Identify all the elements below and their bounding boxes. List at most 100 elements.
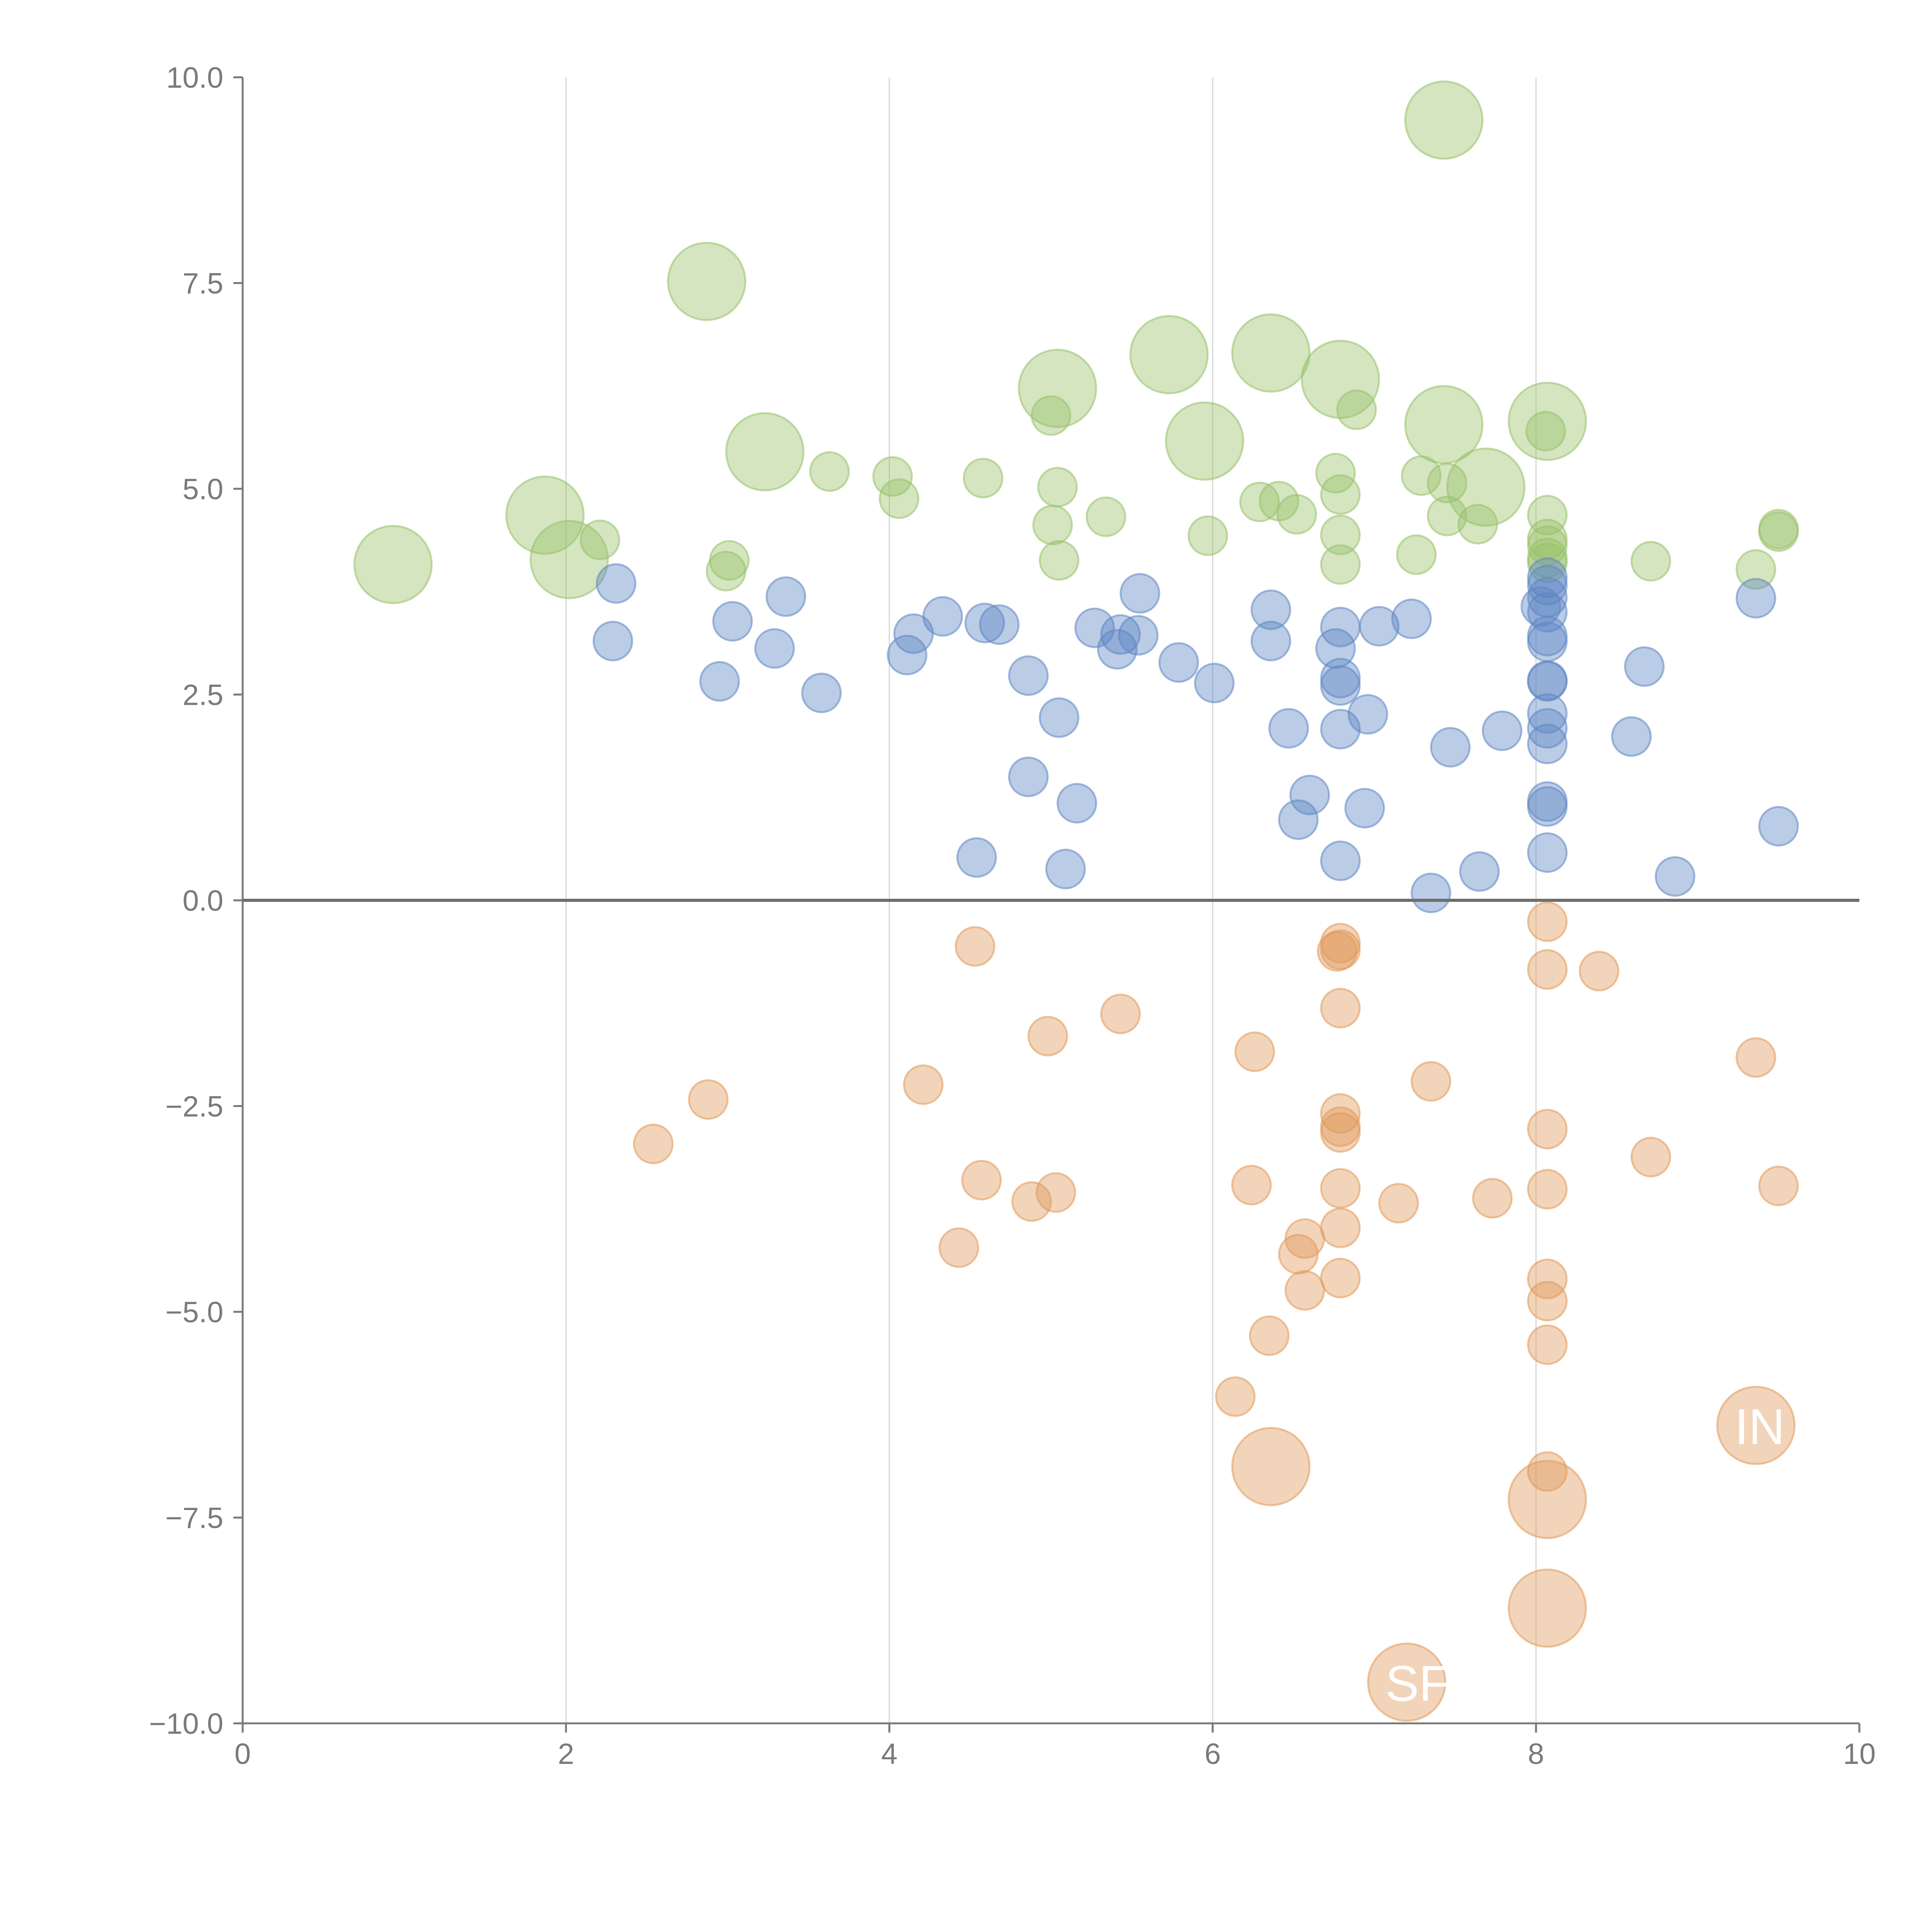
blue-bubble <box>956 837 997 878</box>
green-bubble <box>1458 504 1498 545</box>
green-bubble <box>809 451 850 492</box>
green-bubble <box>1401 455 1442 496</box>
labels-layer: SF IN 10.0 7.5 5.0 2.5 0.0 −2.5 −5.0 −7.5 −10.0 0 2 4… <box>149 61 1876 1770</box>
green-bubble <box>1404 80 1484 160</box>
blue-bubble <box>1655 856 1696 897</box>
blue-bubble <box>1320 840 1361 881</box>
blue-bubble <box>1527 723 1568 764</box>
blue-bubble <box>1430 727 1471 768</box>
blue-bubble <box>1250 589 1291 630</box>
blue-bubble <box>1045 849 1086 889</box>
green-bubble <box>725 412 804 492</box>
green-bubble <box>1320 544 1361 585</box>
blue-bubble <box>1289 774 1330 815</box>
orange-bubble <box>1527 1109 1568 1150</box>
x-tick-label: 0 <box>235 1738 251 1770</box>
orange-bubble <box>1231 1427 1311 1506</box>
orange-bubble <box>1320 929 1361 970</box>
green-bubble <box>1735 549 1776 590</box>
orange-bubble <box>1320 1112 1361 1153</box>
orange-bubble <box>1527 1169 1568 1210</box>
blue-bubble <box>1158 642 1199 683</box>
orange-bubble <box>1527 949 1568 990</box>
orange-bubble <box>1527 1324 1568 1365</box>
green-bubble <box>1085 496 1126 537</box>
green-bubble <box>1446 447 1526 527</box>
blue-bubble <box>1074 607 1115 648</box>
orange-bubble <box>1378 1183 1419 1224</box>
y-tick-label: −2.5 <box>165 1090 223 1123</box>
blue-bubble <box>1278 799 1319 840</box>
orange-bubble <box>1320 1258 1361 1299</box>
blue-bubble <box>922 596 963 637</box>
orange-bubble <box>961 1160 1002 1201</box>
blue-bubble <box>1735 578 1776 619</box>
blue-bubble <box>1119 573 1160 614</box>
orange-bubble <box>1011 1181 1052 1222</box>
green-bubble <box>709 540 750 581</box>
blue-bubble <box>1118 615 1159 656</box>
green-bubble <box>1427 463 1468 503</box>
orange-bubble <box>1735 1037 1776 1078</box>
blue-bubble <box>1056 783 1097 824</box>
green-bubble <box>1320 514 1361 555</box>
blue-bubble <box>1527 708 1568 749</box>
blue-bubble <box>1320 607 1361 648</box>
orange-bubble <box>1410 1061 1451 1102</box>
green-bubble <box>353 525 433 604</box>
orange-bubble <box>1320 1208 1361 1248</box>
x-tick-label: 2 <box>558 1738 574 1770</box>
blue-bubble <box>1097 629 1138 670</box>
blue-bubble <box>1008 757 1049 797</box>
orange-bubble <box>1234 1031 1275 1072</box>
orange-bubble <box>1100 993 1141 1034</box>
orange-bubble <box>1472 1178 1513 1219</box>
green-bubble <box>1527 495 1568 536</box>
orange-bubble <box>1215 1376 1256 1417</box>
orange-bubble <box>688 1079 729 1120</box>
x-tick-label: 10 <box>1843 1738 1876 1770</box>
y-tick-label: −10.0 <box>149 1708 223 1740</box>
green-bubble <box>1165 401 1244 481</box>
green-bubble <box>1018 349 1097 428</box>
green-bubble <box>1187 515 1228 556</box>
green-bubble <box>1427 495 1468 536</box>
green-bubble <box>1037 467 1078 508</box>
orange-bubble <box>1527 901 1568 942</box>
green-bubble <box>1630 541 1671 582</box>
orange-bubble <box>633 1123 674 1164</box>
blue-bubble <box>1250 621 1291 662</box>
blue-bubble <box>1527 621 1568 662</box>
orange-bubble <box>1231 1165 1272 1206</box>
blue-bubble <box>1100 614 1141 655</box>
blue-bubble <box>1008 655 1049 696</box>
y-tick-label: −5.0 <box>165 1296 223 1329</box>
blue-bubble <box>699 661 740 702</box>
blue-bubble <box>765 576 806 617</box>
green-bubble <box>529 520 609 599</box>
blue-bubble <box>1410 872 1451 913</box>
green-bubble <box>1525 411 1566 452</box>
green-bubble <box>1758 509 1799 549</box>
blue-bubble <box>1527 661 1568 702</box>
orange-bubble <box>1320 988 1361 1029</box>
green-bubble <box>1276 494 1317 535</box>
green-bubble <box>879 478 920 519</box>
bubble-label: IN <box>1735 1398 1785 1455</box>
blue-bubble <box>964 602 1005 643</box>
blue-bubble <box>1459 851 1500 892</box>
orange-bubble <box>1758 1165 1799 1206</box>
green-bubble <box>1396 534 1437 575</box>
blue-bubble <box>754 628 795 669</box>
y-tick-label: 0.0 <box>182 884 223 917</box>
blue-bubble <box>1481 710 1522 751</box>
blue-bubble <box>1268 708 1309 749</box>
orange-bubble <box>1716 1386 1796 1465</box>
green-bubble <box>1129 315 1209 395</box>
orange-bubble <box>1284 1270 1325 1311</box>
blue-bubble <box>596 563 637 604</box>
blue-bubble <box>1527 693 1568 734</box>
blue-bubble <box>1359 606 1400 647</box>
